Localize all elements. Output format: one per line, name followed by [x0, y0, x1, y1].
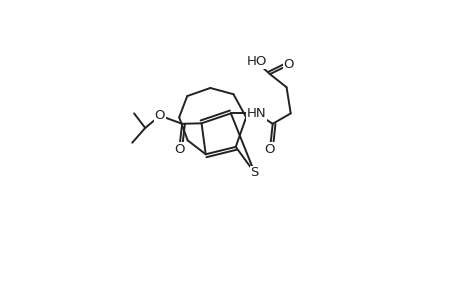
- Text: O: O: [283, 58, 293, 71]
- Text: HO: HO: [246, 56, 266, 68]
- Text: S: S: [250, 166, 258, 179]
- Text: HN: HN: [246, 107, 266, 120]
- Text: O: O: [154, 109, 165, 122]
- Text: O: O: [264, 143, 274, 156]
- Text: O: O: [174, 143, 184, 156]
